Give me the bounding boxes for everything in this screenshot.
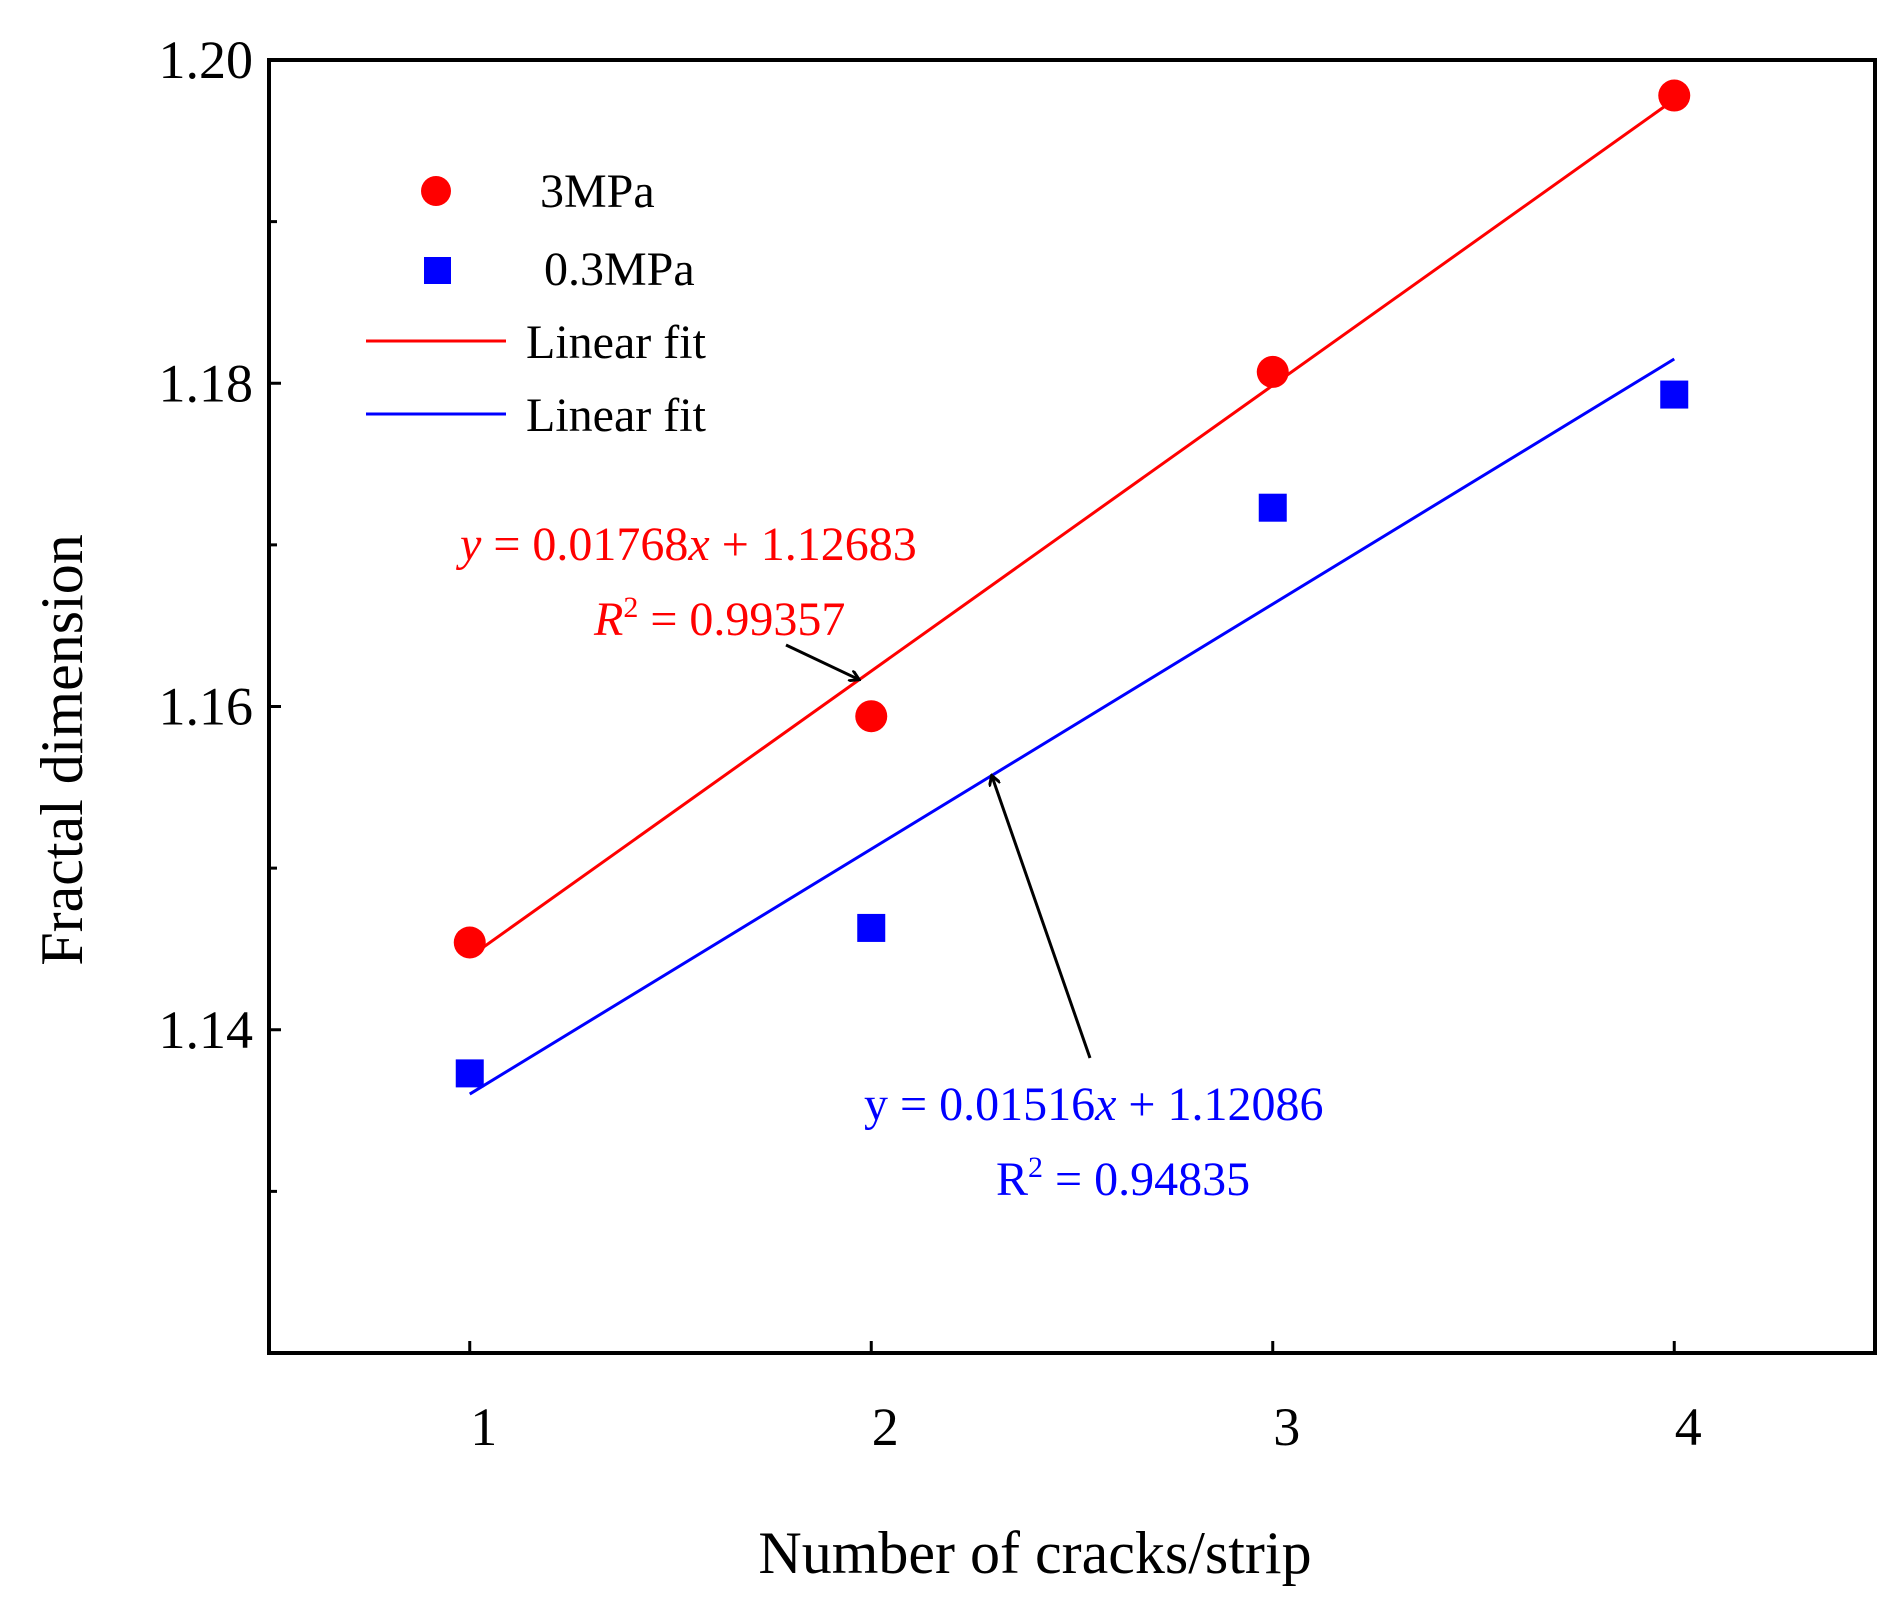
fit-line-blue [468,357,1676,1096]
blue-r2-value: = 0.94835 [1043,1153,1250,1206]
red-eq-tail: + 1.12683 [710,518,917,571]
blue-fit-r2: R2 = 0.94835 [996,1151,1250,1206]
legend-label-blue-fit: Linear fit [526,389,707,442]
red-r2-var: R [593,593,623,646]
y-axis-title: Fractal dimension [29,534,95,966]
x-tick-label: 4 [1675,1397,1702,1457]
blue-r2-var: R [996,1153,1028,1206]
blue-r2-sup: 2 [1028,1151,1043,1184]
fit-line-red [468,98,1676,959]
legend-label-red-fit: Linear fit [526,316,707,369]
red-eq-mid: = 0.01768 [481,518,688,571]
red-fit-equation: y = 0.01768x + 1.12683 [455,518,917,571]
blue-fit-equation: y = 0.01516x + 1.12086 [864,1078,1323,1131]
point-0-3mpa-x3 [1258,493,1287,522]
blue-fit-arrow [992,776,1092,1059]
red-fit-arrow [785,643,859,680]
legend-marker-0-3mpa [424,257,451,284]
y-tick-label: 1.18 [159,353,254,413]
x-axis: 1 2 3 4 [468,1341,1702,1457]
red-r2-sup: 2 [623,591,638,624]
point-3mpa-x2 [855,700,888,733]
x-tick-label: 3 [1273,1397,1300,1457]
x-axis-title: Number of cracks/strip [758,1520,1311,1586]
blue-eq-x-var: x [1094,1078,1116,1131]
point-0-3mpa-x4 [1660,380,1689,409]
legend-label-3mpa: 3MPa [540,165,655,218]
point-3mpa-x1 [453,926,486,959]
x-tick-label: 2 [872,1397,899,1457]
y-axis: 1.14 1.16 1.18 1.20 [159,30,281,1193]
blue-eq-tail: + 1.12086 [1116,1078,1323,1131]
red-fit-r2: R2 = 0.99357 [593,591,845,646]
y-tick-label: 1.16 [159,677,254,737]
red-r2-value: = 0.99357 [638,593,845,646]
data-points [453,79,1691,1088]
point-3mpa-x3 [1256,355,1289,388]
legend-marker-3mpa [421,176,451,206]
y-tick-label: 1.14 [159,1000,254,1060]
y-tick-label: 1.20 [159,30,254,90]
legend: 3MPa 0.3MPa Linear fit Linear fit [366,165,707,442]
point-0-3mpa-x2 [857,913,886,942]
blue-eq-y-var: y [864,1078,888,1131]
legend-label-0-3mpa: 0.3MPa [544,243,695,296]
red-eq-y-var: y [455,518,482,571]
point-0-3mpa-x1 [455,1059,484,1088]
point-3mpa-x4 [1658,79,1691,112]
fit-lines [468,98,1676,1096]
red-eq-x-var: x [687,518,709,571]
blue-eq-mid: = 0.01516 [888,1078,1095,1131]
x-tick-label: 1 [470,1397,497,1457]
